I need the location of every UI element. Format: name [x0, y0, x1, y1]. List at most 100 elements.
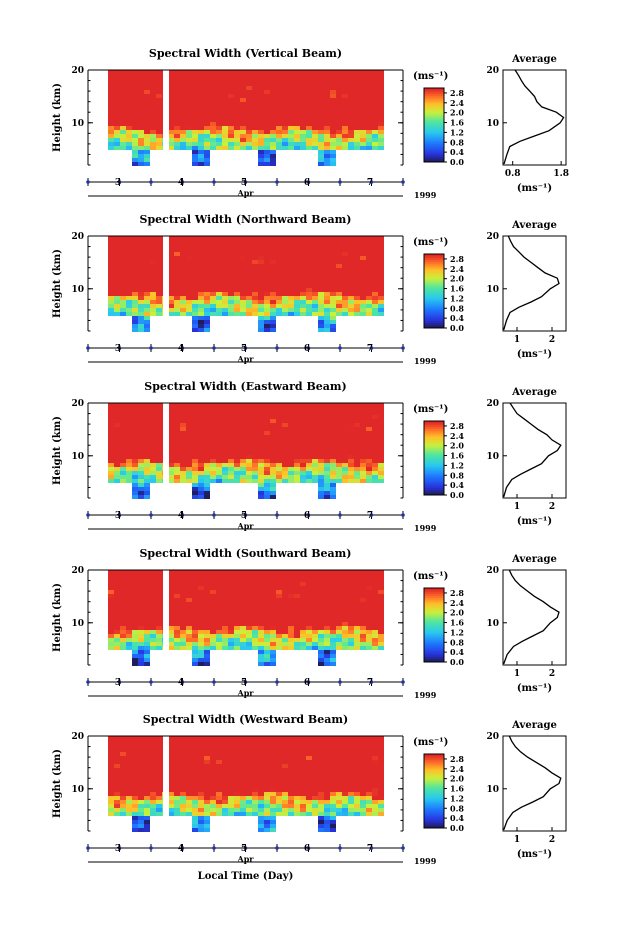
heatmap-cell [324, 491, 330, 495]
heatmap-cell [180, 415, 186, 419]
heatmap-cell [126, 748, 132, 752]
heatmap-cell [306, 114, 312, 118]
colorbar-band [424, 459, 444, 463]
heatmap-cell [270, 74, 276, 78]
heatmap-cell [240, 646, 246, 650]
heatmap-cell [348, 260, 354, 264]
colorbar-band [424, 141, 444, 144]
heatmap-cell [276, 256, 282, 260]
heatmap-cell [222, 764, 228, 768]
heatmap-cell [204, 764, 210, 768]
heatmap-cell [150, 268, 156, 272]
heatmap-cell [108, 122, 114, 126]
heatmap-cell [372, 134, 378, 138]
heatmap-cell [240, 252, 246, 256]
colorbar-band [424, 257, 444, 261]
heatmap-cell [354, 479, 360, 483]
heatmap-cell [300, 236, 306, 240]
average-frame [502, 235, 567, 332]
heatmap-cell [174, 300, 180, 304]
heatmap-cell [312, 443, 318, 447]
heatmap-cell [216, 256, 222, 260]
colorbar-band [424, 619, 444, 622]
heatmap-cell [114, 471, 120, 475]
heatmap-cell [132, 748, 138, 752]
heatmap-cell [174, 796, 180, 800]
heatmap-cell [372, 264, 378, 268]
heatmap-cell [330, 403, 336, 407]
heatmap-cell [204, 419, 210, 423]
heatmap-cell [270, 578, 276, 582]
heatmap-cell [174, 784, 180, 788]
heatmap-cell [126, 471, 132, 475]
heatmap-cell [228, 618, 234, 622]
heatmap-cell [120, 288, 126, 292]
heatmap-cell [186, 748, 192, 752]
heatmap-cell [150, 590, 156, 594]
heatmap-cell [138, 780, 144, 784]
average-profile-line [503, 235, 560, 331]
heatmap-cell [180, 110, 186, 114]
heatmap-cell [258, 98, 264, 102]
colorbar-band [424, 322, 444, 325]
heatmap-cell [330, 618, 336, 622]
heatmap-cell [114, 130, 120, 134]
heatmap-cell [222, 439, 228, 443]
heatmap-cell [336, 252, 342, 256]
heatmap-cell [168, 236, 174, 240]
heatmap-cell [204, 324, 210, 328]
heatmap-cell [138, 451, 144, 455]
heatmap-cell [192, 272, 198, 276]
heatmap-cell [222, 574, 228, 578]
heatmap-cell [192, 70, 198, 74]
heatmap-cell [354, 244, 360, 248]
heatmap-cell [336, 98, 342, 102]
heatmap-cell [222, 475, 228, 479]
colorbar-band [424, 268, 444, 272]
heatmap-cell [192, 248, 198, 252]
heatmap-cell [372, 582, 378, 586]
heatmap-cell [234, 122, 240, 126]
heatmap-cell [252, 431, 258, 435]
heatmap-cell [168, 284, 174, 288]
heatmap-cell [174, 118, 180, 122]
heatmap-cell [126, 252, 132, 256]
chart-panel-2: Spectral Width (Northward Beam)2010Heigh… [52, 213, 567, 366]
heatmap-cell [270, 658, 276, 662]
heatmap-cell [216, 578, 222, 582]
heatmap-cell [312, 248, 318, 252]
heatmap-cell [264, 650, 270, 654]
heatmap-cell [240, 98, 246, 102]
heatmap-cell [144, 415, 150, 419]
heatmap-cell [174, 812, 180, 816]
heatmap-cell [270, 126, 276, 130]
heatmap-cell [198, 146, 204, 150]
heatmap-cell [246, 276, 252, 280]
heatmap-cell [228, 451, 234, 455]
heatmap-cell [210, 94, 216, 98]
heatmap-cell [360, 427, 366, 431]
heatmap-cell [252, 642, 258, 646]
heatmap-cell [204, 816, 210, 820]
heatmap-cell [156, 284, 162, 288]
heatmap-cell [120, 134, 126, 138]
heatmap-cell [108, 736, 114, 740]
heatmap-cell [126, 244, 132, 248]
heatmap-cell [378, 455, 384, 459]
heatmap-cell [198, 471, 204, 475]
heatmap-cell [120, 642, 126, 646]
heatmap-cell [156, 134, 162, 138]
heatmap-cell [180, 772, 186, 776]
heatmap-cell [372, 471, 378, 475]
heatmap-cell [198, 780, 204, 784]
average-frame [502, 402, 567, 499]
heatmap-cell [108, 403, 114, 407]
colorbar-band [424, 461, 444, 465]
heatmap-cell [138, 439, 144, 443]
heatmap-cell [210, 467, 216, 471]
heatmap-cell [378, 296, 384, 300]
heatmap-cell [108, 142, 114, 146]
heatmap-cell [150, 419, 156, 423]
time-tick-dot [338, 346, 342, 350]
heatmap-cell [372, 570, 378, 574]
